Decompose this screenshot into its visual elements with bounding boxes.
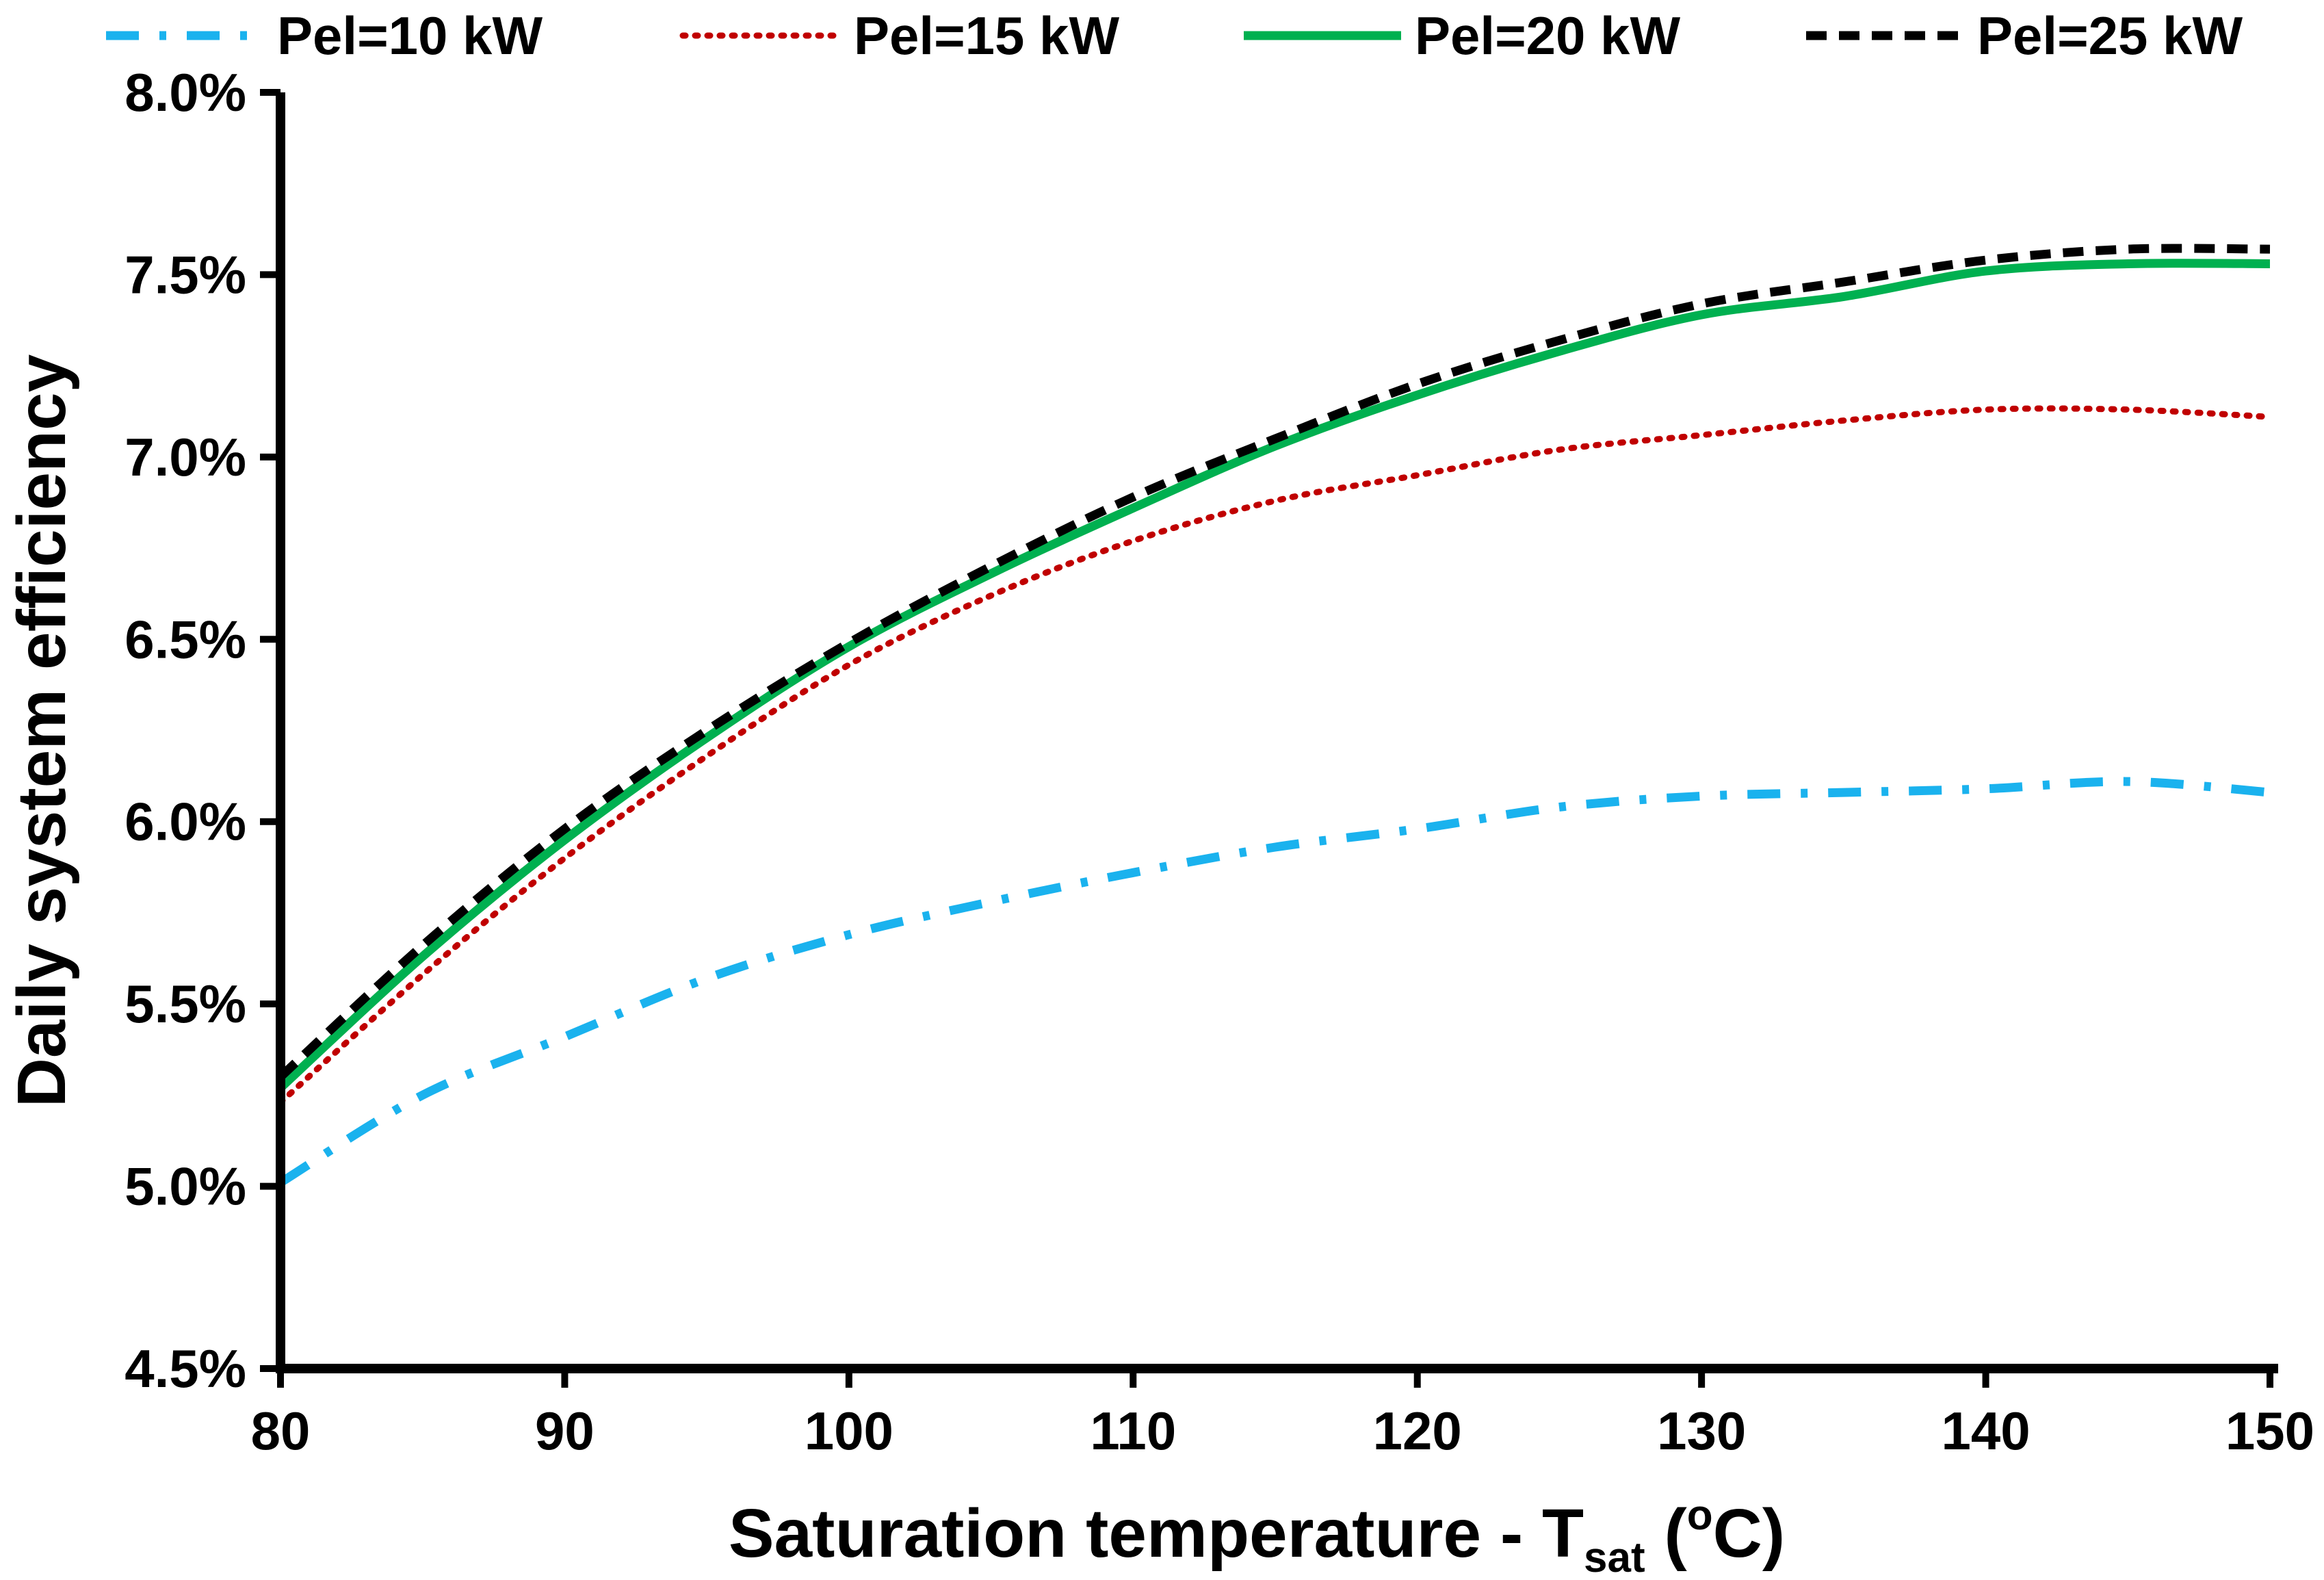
x-tick-label: 150: [2225, 1401, 2314, 1461]
x-tick-label: 100: [805, 1401, 893, 1461]
series-line-1: [278, 777, 2271, 1187]
x-axis-title-main: Saturation temperature - T: [729, 1495, 1584, 1572]
x-axis-title-subscript: sat: [1584, 1534, 1645, 1577]
x-axis-title-open: (: [1645, 1495, 1688, 1572]
series-layer: [277, 244, 2273, 1187]
y-tick-label: 6.0%: [125, 792, 246, 852]
x-tick-label: 130: [1657, 1401, 1746, 1461]
y-tick-label: 4.5%: [125, 1338, 246, 1399]
y-tick-label: 5.0%: [125, 1156, 246, 1217]
legend-label-3: Pel=20 kW: [1415, 5, 1680, 66]
x-tick-label: 140: [1942, 1401, 2031, 1461]
legend-label-1: Pel=10 kW: [277, 5, 543, 66]
ticks: 4.5% 5.0% 5.5% 6.0% 6.5% 7.0% 7.5% 8.0% 80 90 100 1…: [125, 62, 2314, 1461]
x-tick-label: 110: [1090, 1401, 1176, 1461]
x-axis-title: Saturation temperature - Tsat (oC): [729, 1492, 1785, 1577]
x-tick-label: 90: [535, 1401, 595, 1461]
series-line-4: [277, 244, 2271, 1080]
y-tick-label: 7.5%: [125, 244, 246, 305]
x-tick-label: 120: [1373, 1401, 1462, 1461]
series-line-2: [277, 405, 2273, 1106]
y-tick-label: 8.0%: [125, 62, 246, 122]
axes: [276, 92, 2278, 1373]
y-tick-label: 5.5%: [125, 974, 246, 1034]
x-axis-title-close: C): [1713, 1495, 1786, 1572]
legend-label-2: Pel=15 kW: [854, 5, 1119, 66]
x-tick-label: 80: [251, 1401, 311, 1461]
x-axis-title-superscript: o: [1687, 1492, 1713, 1539]
y-axis-title: Daily system efficiency: [3, 354, 80, 1107]
legend: Pel=10 kW Pel=15 kW Pel=20 kW Pel=25 kW: [106, 5, 2243, 66]
legend-label-4: Pel=25 kW: [1977, 5, 2243, 66]
y-tick-label: 6.5%: [125, 609, 246, 669]
y-tick-label: 7.0%: [125, 427, 246, 487]
series-line-3: [277, 259, 2271, 1091]
